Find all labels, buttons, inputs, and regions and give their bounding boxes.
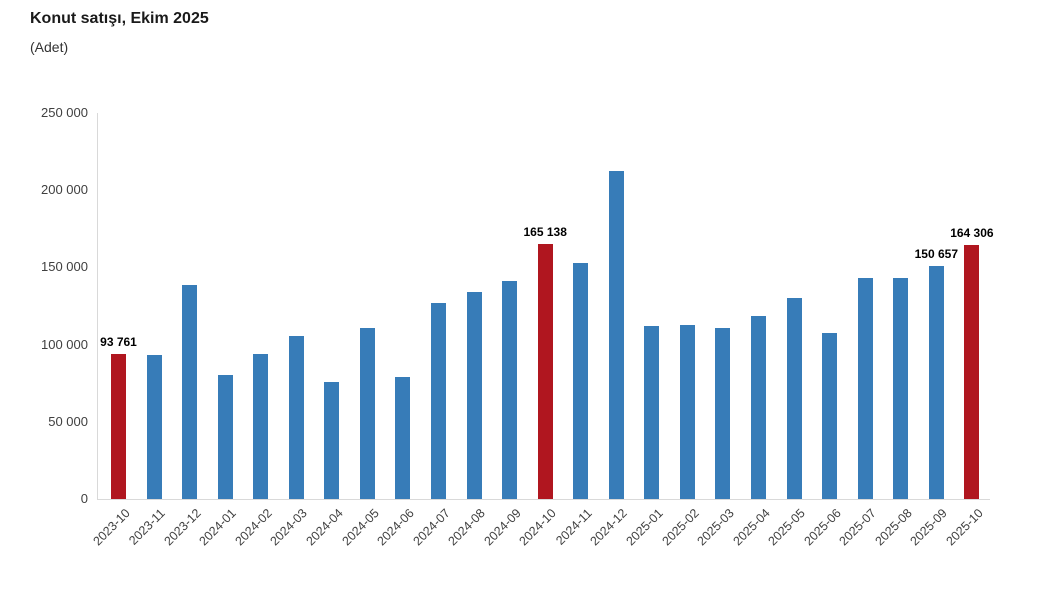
bar[interactable]	[324, 382, 340, 499]
bar[interactable]	[608, 170, 624, 499]
bar[interactable]	[182, 285, 198, 499]
chart-title: Konut satışı, Ekim 2025	[30, 10, 209, 27]
x-axis-tick-label: 2024-04	[303, 506, 346, 549]
bar[interactable]	[644, 325, 660, 499]
bar-highlighted[interactable]	[111, 354, 126, 499]
bar[interactable]	[288, 336, 304, 499]
y-axis-line	[97, 113, 98, 499]
x-axis-tick-label: 2024-01	[196, 506, 240, 549]
bar-highlighted[interactable]	[964, 245, 980, 499]
x-axis-tick-label: 2025-10	[943, 506, 986, 549]
x-axis-tick-label: 2025-07	[836, 506, 880, 549]
bar[interactable]	[146, 355, 162, 499]
bar[interactable]	[928, 266, 944, 499]
x-axis-tick-label: 2025-08	[872, 506, 915, 549]
x-axis-tick-label: 2025-05	[765, 506, 809, 549]
y-axis-tick-label: 50 000	[48, 413, 88, 429]
bar[interactable]	[573, 262, 589, 499]
bar[interactable]	[893, 277, 909, 499]
x-axis-tick-label: 2025-09	[907, 506, 951, 549]
x-axis-tick-label: 2023-11	[126, 506, 168, 548]
bar[interactable]	[679, 324, 695, 499]
x-axis-tick-label: 2025-01	[623, 506, 666, 549]
x-axis-tick-label: 2024-02	[232, 506, 275, 549]
bar-value-label: 150 657	[914, 247, 959, 262]
y-axis-tick-label: 150 000	[41, 259, 88, 275]
bar[interactable]	[822, 332, 838, 499]
bar[interactable]	[217, 375, 233, 499]
x-axis-line	[97, 499, 990, 500]
bar[interactable]	[466, 291, 482, 499]
bar[interactable]	[857, 278, 873, 499]
y-axis-tick-label: 100 000	[41, 336, 88, 352]
x-axis-tick-label: 2024-06	[374, 506, 417, 549]
x-axis-tick-label: 2024-08	[445, 506, 488, 549]
x-axis-tick-label: 2025-04	[730, 506, 773, 549]
y-axis-tick-label: 250 000	[41, 105, 88, 120]
y-axis-tick-label: 0	[80, 491, 88, 506]
bar[interactable]	[395, 376, 411, 499]
y-axis-tick-label: 200 000	[41, 182, 88, 198]
x-axis-tick-label: 2024-11	[552, 506, 595, 548]
x-axis-tick-label: 2024-09	[481, 506, 524, 549]
x-axis-tick-label: 2024-12	[587, 506, 631, 549]
bar-value-label: 93 761	[100, 335, 137, 350]
x-axis-tick-label: 2024-05	[338, 506, 382, 549]
x-axis-tick-label: 2025-03	[694, 506, 737, 549]
x-axis-tick-label: 2025-02	[658, 506, 702, 549]
x-axis-tick-label: 2024-03	[267, 506, 311, 549]
bar[interactable]	[253, 354, 269, 499]
x-axis-tick-label: 2024-10	[516, 506, 560, 549]
bar[interactable]	[359, 328, 375, 499]
bar[interactable]	[751, 316, 767, 499]
bar[interactable]	[502, 281, 518, 499]
bar-value-label: 165 138	[523, 225, 567, 240]
x-axis-tick-label: 2025-06	[801, 506, 844, 549]
bar-value-label: 164 306	[950, 226, 994, 241]
bar-highlighted[interactable]	[537, 244, 553, 499]
chart-subtitle-unit: (Adet)	[30, 39, 69, 55]
bar[interactable]	[431, 302, 447, 499]
x-axis-tick-label: 2023-10	[90, 506, 133, 549]
x-axis-tick-label: 2023-12	[161, 506, 204, 549]
bar[interactable]	[715, 327, 731, 499]
x-axis-tick-label: 2024-07	[410, 506, 453, 549]
bar[interactable]	[786, 298, 802, 499]
